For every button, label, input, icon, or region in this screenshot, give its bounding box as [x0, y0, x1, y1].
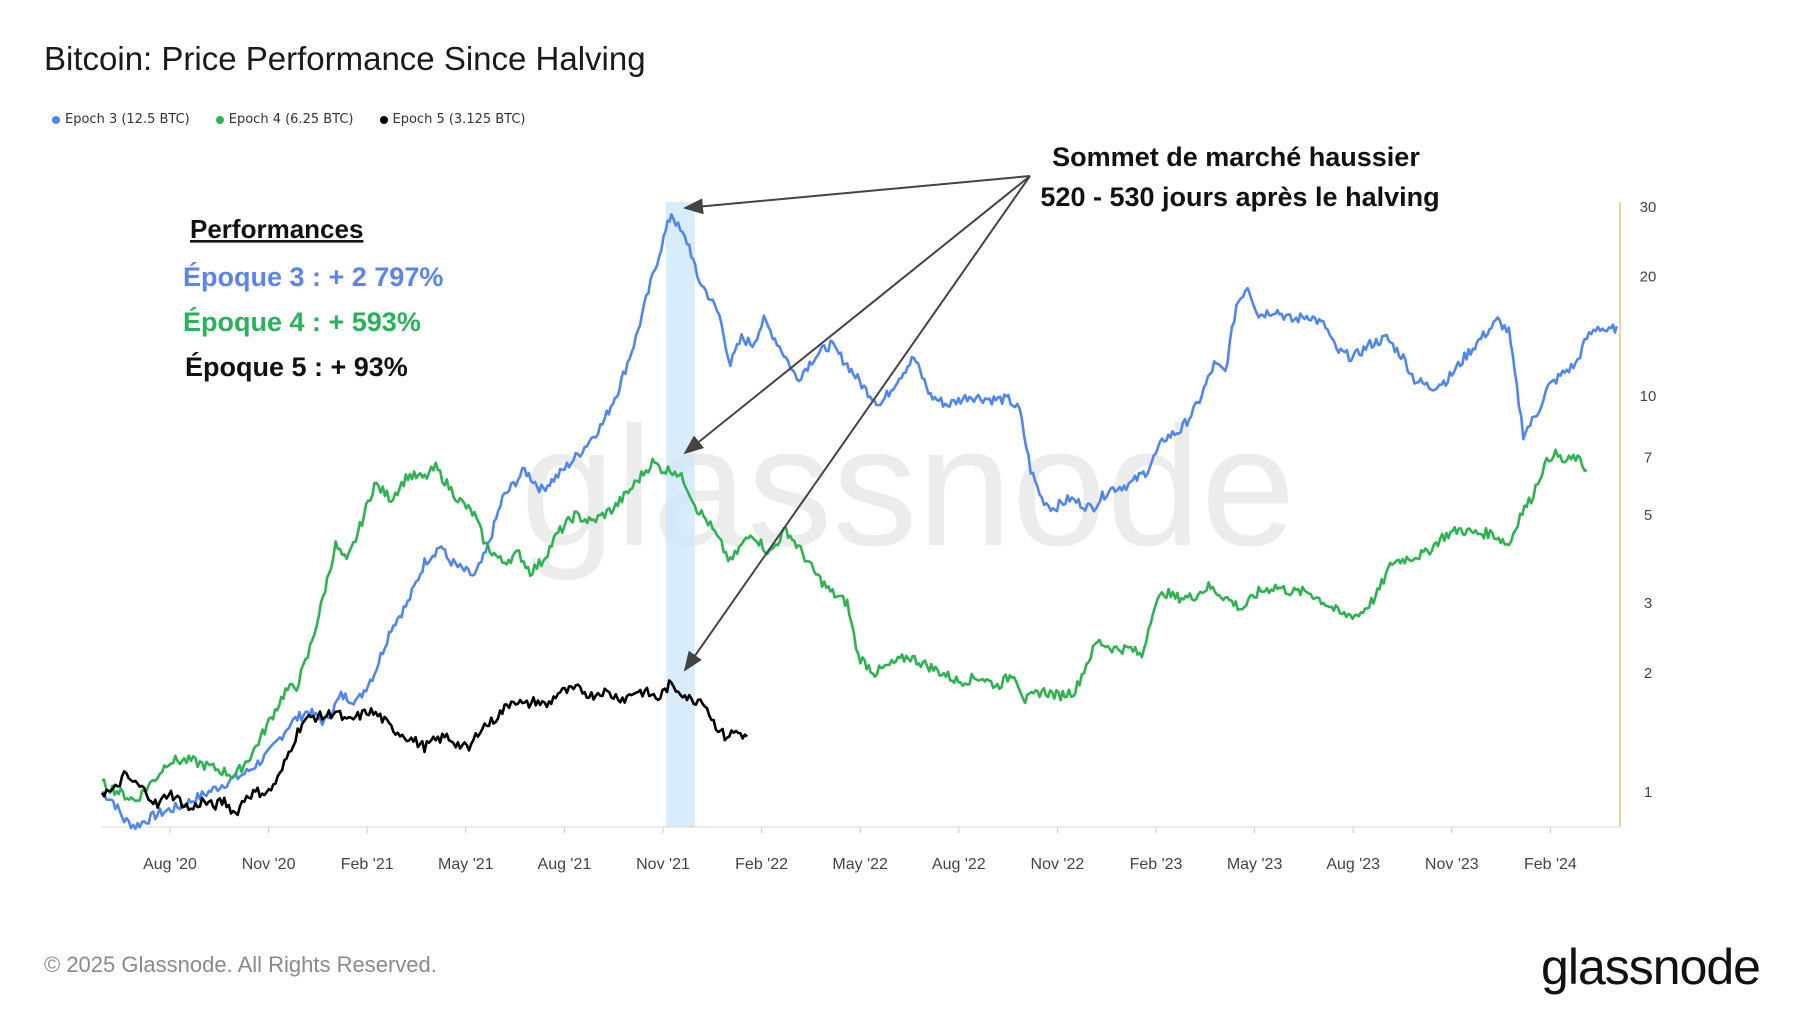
x-tick-label: Aug '21: [538, 856, 592, 873]
callout-text-line2: 520 - 530 jours après le halving: [1040, 182, 1439, 212]
x-tick-label: Nov '21: [636, 856, 690, 873]
arrow-to-epoch5-top: [683, 175, 1031, 672]
performance-epoch5: Époque 5 : + 93%: [185, 351, 408, 382]
watermark-text: glassnode: [520, 392, 1295, 582]
y-tick-label: 10: [1640, 388, 1657, 405]
x-tick-label: Nov '23: [1425, 856, 1479, 873]
performance-epoch3: Époque 3 : + 2 797%: [183, 261, 443, 292]
y-tick-label: 7: [1644, 449, 1652, 466]
x-tick-label: Aug '20: [143, 856, 197, 873]
x-tick-label: Feb '21: [341, 856, 394, 873]
chart-legend: Epoch 3 (12.5 BTC) Epoch 4 (6.25 BTC) Ep…: [52, 112, 526, 127]
legend-dot-epoch5: [379, 115, 388, 124]
y-axis-ticks: 1 2 3 5 7 10 20 30: [1640, 199, 1657, 801]
callout-arrows: [683, 175, 1031, 672]
x-tick-label: Aug '23: [1326, 856, 1380, 873]
x-tick-label: Nov '22: [1031, 856, 1085, 873]
performance-epoch4: Époque 4 : + 593%: [183, 306, 421, 337]
y-tick-label: 1: [1644, 784, 1652, 801]
callout-text-line1: Sommet de marché haussier: [1052, 142, 1420, 172]
arrow-to-epoch4-top: [683, 175, 1031, 455]
series-line-epoch5[interactable]: [100, 679, 748, 817]
x-axis-ticks: Aug '20 Nov '20 Feb '21 May '21 Aug '21 Nov '…: [143, 827, 1577, 873]
y-tick-label: 20: [1640, 269, 1657, 286]
arrow-to-epoch3-top: [683, 175, 1031, 215]
x-tick-label: May '23: [1227, 856, 1283, 873]
y-tick-label: 30: [1640, 199, 1657, 216]
legend-dot-epoch3: [52, 115, 60, 124]
series-layer: [100, 213, 1619, 831]
chart-title: Bitcoin: Price Performance Since Halving: [44, 40, 646, 77]
x-tick-label: Feb '22: [735, 856, 788, 873]
bull-top-highlight-band: [665, 202, 695, 827]
series-line-epoch3[interactable]: [101, 213, 1619, 831]
x-tick-label: Feb '24: [1524, 856, 1577, 873]
y-tick-label: 2: [1644, 665, 1652, 682]
x-tick-label: Aug '22: [932, 856, 986, 873]
x-tick-label: Feb '23: [1130, 856, 1183, 873]
legend-label-epoch3: Epoch 3 (12.5 BTC): [65, 112, 190, 127]
legend-label-epoch5: Epoch 5 (3.125 BTC): [392, 112, 526, 127]
series-line-epoch4[interactable]: [101, 448, 1588, 803]
y-tick-label: 5: [1644, 507, 1652, 524]
y-tick-label: 3: [1644, 595, 1652, 612]
footer-copyright: © 2025 Glassnode. All Rights Reserved.: [44, 952, 437, 977]
performances-heading: Performances: [190, 214, 363, 244]
x-tick-label: May '22: [832, 856, 888, 873]
legend-item-epoch4[interactable]: Epoch 4 (6.25 BTC): [215, 112, 354, 127]
legend-dot-epoch4: [215, 115, 224, 124]
x-tick-label: Nov '20: [242, 856, 296, 873]
x-tick-label: May '21: [438, 856, 494, 873]
footer-brand-logo: glassnode: [1541, 939, 1761, 995]
legend-item-epoch3[interactable]: Epoch 3 (12.5 BTC): [52, 112, 190, 127]
legend-item-epoch5[interactable]: Epoch 5 (3.125 BTC): [379, 112, 526, 127]
legend-label-epoch4: Epoch 4 (6.25 BTC): [228, 112, 354, 127]
